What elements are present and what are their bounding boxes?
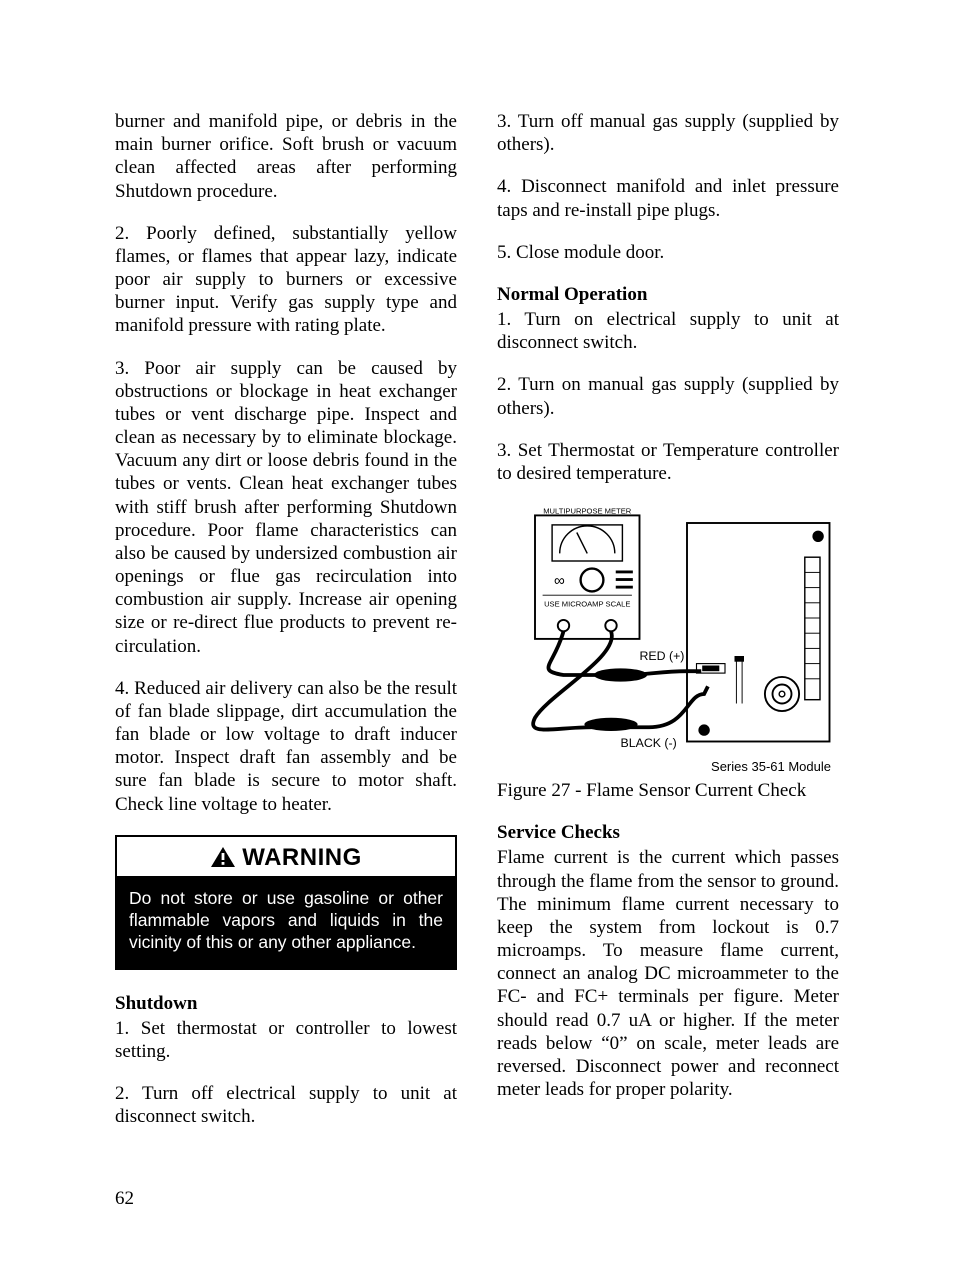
body-paragraph: 2. Turn off electrical supply to unit at… (115, 1082, 457, 1128)
figure-subcaption: Series 35-61 Module (497, 759, 831, 775)
figure-27: MULTIPURPOSE METER ∞ USE MICROAMP SCALE (497, 504, 839, 775)
body-paragraph: 4. Reduced air delivery can also be the … (115, 677, 457, 816)
flame-sensor-diagram: MULTIPURPOSE METER ∞ USE MICROAMP SCALE (497, 504, 839, 751)
body-paragraph: 2. Turn on manual gas supply (supplied b… (497, 373, 839, 419)
warning-title: WARNING (242, 844, 362, 871)
body-paragraph: 1. Turn on electrical supply to unit at … (497, 308, 839, 354)
warning-triangle-icon (210, 846, 236, 868)
infinity-symbol: ∞ (554, 573, 565, 590)
normal-operation-heading: Normal Operation (497, 283, 839, 306)
body-paragraph: 2. Poorly defined, substantially yellow … (115, 222, 457, 338)
body-paragraph: 3. Poor air supply can be caused by obst… (115, 357, 457, 658)
black-lead-label: BLACK (-) (621, 736, 677, 750)
warning-box: WARNING Do not store or use gasoline or … (115, 835, 457, 970)
body-paragraph: burner and manifold pipe, or debris in t… (115, 110, 457, 203)
page-number: 62 (115, 1188, 839, 1210)
shutdown-heading: Shutdown (115, 992, 457, 1015)
red-lead-label: RED (+) (640, 649, 685, 663)
warning-body-text: Do not store or use gasoline or other fl… (117, 878, 455, 968)
service-checks-heading: Service Checks (497, 821, 839, 844)
body-paragraph: Flame current is the current which passe… (497, 846, 839, 1101)
scale-label: USE MICROAMP SCALE (544, 600, 630, 609)
warning-header: WARNING (117, 837, 455, 878)
figure-caption: Figure 27 - Flame Sensor Current Check (497, 779, 839, 802)
body-paragraph: 5. Close module door. (497, 241, 839, 264)
body-paragraph: 4. Disconnect manifold and inlet pressur… (497, 175, 839, 221)
left-column: burner and manifold pipe, or debris in t… (115, 110, 457, 1148)
body-paragraph: 3. Turn off manual gas supply (supplied … (497, 110, 839, 156)
page-content: burner and manifold pipe, or debris in t… (115, 110, 839, 1148)
meter-label: MULTIPURPOSE METER (543, 507, 632, 516)
body-paragraph: 3. Set Thermostat or Temperature control… (497, 439, 839, 485)
right-column: 3. Turn off manual gas supply (supplied … (497, 110, 839, 1148)
body-paragraph: 1. Set thermostat or controller to lowes… (115, 1017, 457, 1063)
